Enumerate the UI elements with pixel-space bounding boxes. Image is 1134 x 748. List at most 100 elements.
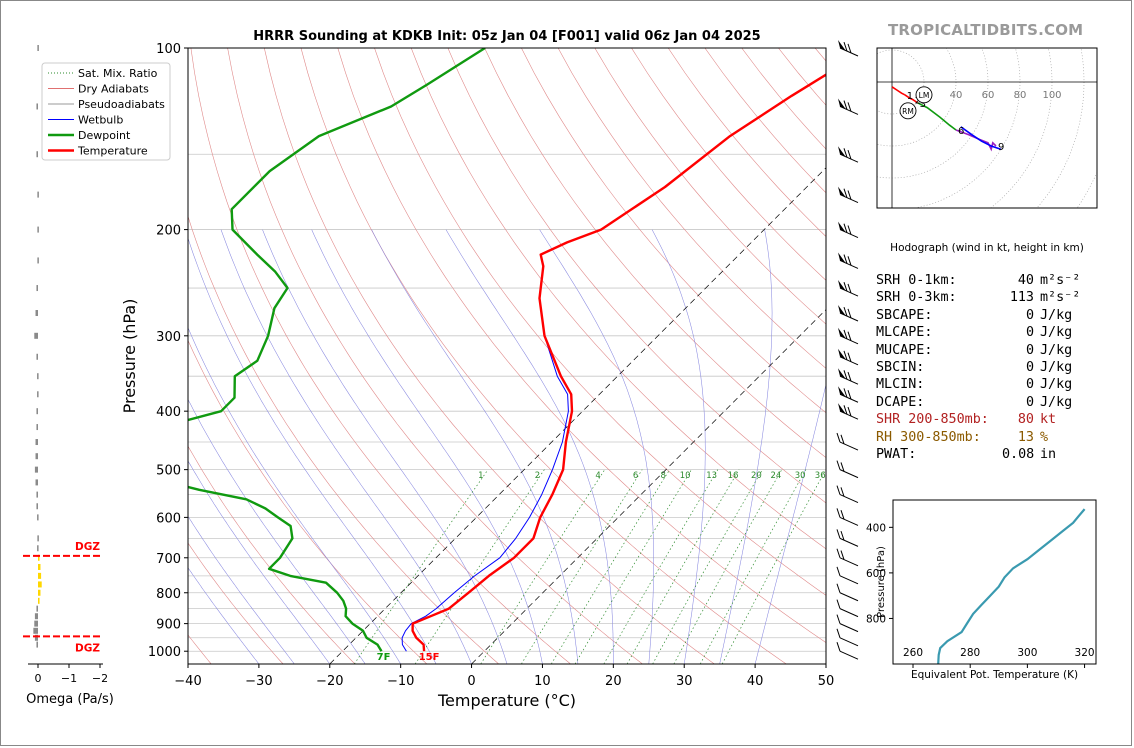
wind-barb-tick xyxy=(836,529,841,539)
omega-bar xyxy=(34,634,38,641)
y-tick-label: 600 xyxy=(156,511,181,526)
dry-adiabat-line xyxy=(557,48,826,369)
theta-e-y-tick-label: 800 xyxy=(866,613,886,625)
wind-barb-shaft xyxy=(839,494,859,504)
wind-barb-flag xyxy=(838,348,846,360)
mix-ratio-line xyxy=(550,469,670,664)
wind-barb xyxy=(836,485,859,504)
mix-ratio-label: 36 xyxy=(815,471,826,481)
wind-barb-tick xyxy=(843,254,848,264)
wind-barb-tick xyxy=(847,283,852,294)
omega-bar xyxy=(36,641,38,648)
wind-barb-shaft xyxy=(839,537,859,547)
hodograph-trace xyxy=(960,126,1002,150)
stat-unit: J/kg xyxy=(1040,360,1073,376)
mix-ratio-label: 2 xyxy=(535,471,540,481)
hodograph-lm-marker xyxy=(915,86,933,104)
stat-unit: in xyxy=(1040,447,1057,463)
omega-bar xyxy=(35,453,38,460)
pseudoadiabat-line xyxy=(188,327,401,664)
wind-barb-shaft xyxy=(839,557,859,567)
pseudoadiabat-line xyxy=(220,229,472,664)
omega-bar xyxy=(37,373,39,380)
dry-adiabat-line xyxy=(188,339,428,664)
omega-bar xyxy=(36,353,38,360)
wind-barb-flag xyxy=(838,280,846,292)
x-tick-label: 20 xyxy=(605,674,622,689)
wind-barb-flag xyxy=(838,368,846,380)
pseudoadiabat-line xyxy=(262,229,508,664)
wind-barb xyxy=(836,628,859,647)
omega-bar xyxy=(38,554,40,561)
stat-label: RH 300-850mb: xyxy=(876,429,981,445)
stat-value: 0 xyxy=(1025,307,1034,323)
stat-value: 0 xyxy=(1025,394,1034,410)
wind-barb-shaft xyxy=(839,650,859,660)
stat-label: MLCIN: xyxy=(876,377,925,393)
theta-e-trace xyxy=(937,508,1086,664)
wind-barb-shaft xyxy=(839,608,859,618)
dry-adiabat-line xyxy=(188,215,499,664)
wind-barb xyxy=(838,403,859,420)
wind-barb-shaft xyxy=(839,637,859,647)
pseudoadiabat-line xyxy=(188,515,295,664)
hodograph-panel: 2040608010012369RMLMHodograph (wind in k… xyxy=(876,47,1098,254)
x-tick-label: 50 xyxy=(818,674,835,689)
stat-row: SBCIN: 0 J/kg xyxy=(876,359,1116,376)
wind-barb xyxy=(838,40,859,57)
omega-bar xyxy=(36,491,38,498)
wind-barb-tick xyxy=(843,223,848,233)
theta-e-panel: 400 600 800 260 280 300 320 Equivalent Pot. Tem… xyxy=(866,499,1097,681)
x-tick-label: −20 xyxy=(316,674,343,689)
wind-barb-tick xyxy=(843,370,848,380)
y-tick-label: 800 xyxy=(156,587,181,602)
hodograph-ring-label: 100 xyxy=(1042,90,1061,101)
theta-e-x-axis-title: Equivalent Pot. Temperature (K) xyxy=(911,669,1078,681)
stat-value: 0.08 xyxy=(1002,447,1035,463)
hodograph-ring-label: 80 xyxy=(1014,90,1027,101)
mix-ratio-label: 10 xyxy=(680,471,691,481)
wind-barb-shaft xyxy=(839,516,859,526)
omega-bar xyxy=(36,285,38,292)
dry-adiabat-line xyxy=(188,445,356,664)
wind-barb-tick xyxy=(843,188,848,198)
pseudoadiabat-line xyxy=(651,229,706,664)
theta-e-x-tick-label: 280 xyxy=(960,647,980,659)
stat-row: PWAT: 0.08 in xyxy=(876,446,1116,463)
omega-bar xyxy=(38,589,41,596)
stats-panel: SRH 0-1km: 40 m²s⁻² SRH 0-3km: 113 m²s⁻² SBCAP… xyxy=(876,272,1116,463)
omega-bar xyxy=(37,535,39,542)
wind-barb xyxy=(838,221,859,239)
wind-barb xyxy=(838,327,859,345)
dry-adiabat-line xyxy=(484,48,826,459)
stat-row: SRH 0-3km: 113 m²s⁻² xyxy=(876,289,1116,306)
omega-bar xyxy=(36,103,38,110)
hodograph-trace xyxy=(891,86,906,96)
mix-ratio-label: 20 xyxy=(751,471,762,481)
wind-barb-tick xyxy=(836,599,841,609)
wind-barb-tick xyxy=(836,642,841,652)
wind-barb-tick xyxy=(847,308,852,319)
hodograph-rm-label: RM xyxy=(902,107,914,116)
dewpoint-trace xyxy=(188,48,486,652)
wind-barb xyxy=(836,566,859,585)
wind-barb-tick xyxy=(840,550,845,560)
stat-unit: J/kg xyxy=(1040,307,1073,323)
pseudoadiabat-line xyxy=(539,229,654,664)
dry-adiabat-line xyxy=(374,48,826,596)
wind-barb-flag xyxy=(838,186,846,198)
hodograph-ring-label: 60 xyxy=(982,90,995,101)
pseudoadiabat-line xyxy=(754,383,826,664)
omega-bar xyxy=(38,597,40,604)
stat-row: SBCAPE: 0 J/kg xyxy=(876,307,1116,324)
hodograph-ring-label: 40 xyxy=(950,90,963,101)
dry-adiabat-line xyxy=(188,542,284,664)
wind-barb-shaft xyxy=(839,469,859,479)
wind-barb-flag xyxy=(838,221,846,233)
omega-bar xyxy=(35,479,38,486)
wind-barb-tick xyxy=(843,350,848,361)
stat-row: DCAPE: 0 J/kg xyxy=(876,394,1116,411)
omega-bar xyxy=(36,408,38,415)
wind-barb-tick xyxy=(847,331,852,341)
mix-ratio-label: 24 xyxy=(770,471,781,481)
